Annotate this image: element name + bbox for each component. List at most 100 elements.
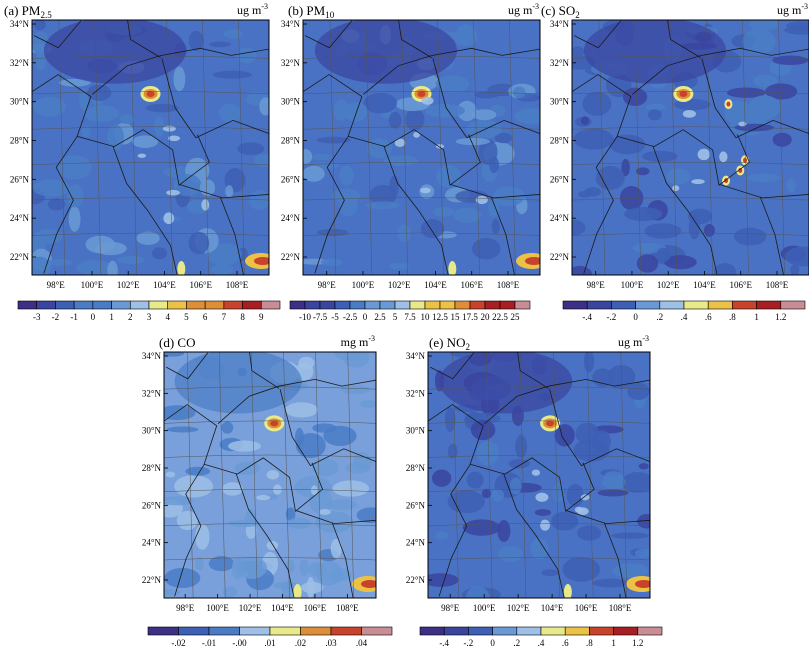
- field-patch: [210, 264, 234, 275]
- field-patch: [457, 100, 477, 122]
- field-patch: [435, 144, 445, 149]
- panel-unit: mg m-3: [341, 334, 375, 349]
- field-patch: [365, 201, 400, 210]
- field-patch: [494, 133, 513, 144]
- colorbar-label: 7.5: [404, 312, 416, 322]
- colorbar-box: [409, 300, 426, 310]
- hotspot-core: [726, 101, 731, 107]
- field-patch: [235, 556, 268, 579]
- graticule-lat: [32, 91, 269, 95]
- lon-label: 108°E: [609, 603, 632, 613]
- field-patch: [76, 260, 114, 275]
- field-patch: [273, 484, 282, 495]
- field-patch: [583, 352, 595, 373]
- field-patch: [164, 567, 201, 589]
- field-patch: [173, 66, 186, 92]
- province-boundary: [92, 47, 269, 95]
- field-patch: [513, 86, 526, 99]
- field-patch: [645, 103, 666, 111]
- panel-unit: ug m-3: [508, 2, 539, 17]
- field-patch: [314, 20, 458, 84]
- field-patch: [340, 385, 370, 395]
- graticule-lon: [620, 352, 628, 598]
- lat-label: 34°N: [550, 19, 570, 29]
- colorbar: -10 -7.5 -5 -2.5 0 2.5 5 7.5 10 12.5 15 17.5 20 22.5 2…: [289, 300, 531, 322]
- map-field: [428, 352, 650, 598]
- colorbar-box: [419, 626, 445, 636]
- field-patch: [163, 212, 175, 225]
- colorbar-label: .4: [538, 638, 545, 648]
- hotspot-core: [679, 90, 688, 97]
- lon-label: 104°E: [153, 280, 176, 290]
- field-patch: [470, 419, 496, 441]
- province-boundary: [617, 129, 809, 199]
- lat-label: 22°N: [142, 575, 162, 585]
- hotspot-core: [361, 580, 376, 588]
- province-boundary: [701, 58, 809, 139]
- graticule-lon: [130, 20, 137, 275]
- graticule-lat: [303, 161, 540, 165]
- field-patch: [79, 87, 89, 111]
- field-patch: [195, 524, 210, 550]
- colorbar-box: [260, 300, 281, 310]
- lat-label: 22°N: [10, 252, 30, 262]
- field-patch: [360, 400, 376, 408]
- field-patch: [330, 568, 352, 582]
- field-patch: [388, 111, 402, 129]
- field-patch: [664, 255, 697, 270]
- field-patch: [765, 83, 798, 100]
- field-patch: [173, 173, 202, 197]
- field-patch: [508, 458, 531, 469]
- province-boundary: [161, 58, 269, 139]
- province-boundary: [217, 378, 376, 425]
- colorbar-box: [443, 626, 469, 636]
- colorbar-box: [349, 300, 366, 310]
- province-boundary: [348, 129, 540, 199]
- colorbar-label: 15: [451, 312, 461, 322]
- field-patch: [185, 466, 211, 476]
- field-patch: [515, 434, 528, 459]
- field-patch: [488, 198, 500, 217]
- lat-label: 24°N: [281, 213, 301, 223]
- lat-label: 32°N: [550, 58, 570, 68]
- field-patch: [644, 223, 682, 239]
- field-patch: [790, 264, 800, 275]
- field-patch: [609, 134, 646, 155]
- panel-d: (d) CO mg m-3 34°N 32°N 30°N 28°N 26°N 24°N 22°N…: [142, 334, 393, 648]
- colorbar-box: [223, 300, 243, 310]
- field-patch: [666, 168, 691, 185]
- field-patch: [572, 265, 593, 275]
- field-patch: [236, 47, 257, 64]
- panel-a: (a) PM2.5 ug m-3 34°N 32°N 30°N 28°N 26°N 24°N 2…: [4, 2, 281, 322]
- field-patch: [578, 190, 592, 198]
- colorbar-label: 1: [109, 312, 114, 322]
- field-patch: [497, 519, 511, 542]
- field-patch: [636, 254, 659, 273]
- lon-label: 108°E: [766, 280, 789, 290]
- field-patch: [621, 471, 650, 493]
- panel-unit: ug m-3: [618, 334, 649, 349]
- colorbar-label: -.2: [607, 312, 617, 322]
- panel-unit: ug m-3: [237, 2, 268, 17]
- colorbar-box: [516, 626, 542, 636]
- field-patch: [554, 424, 575, 447]
- field-patch: [166, 189, 180, 196]
- field-patch: [164, 405, 196, 421]
- colorbar-box: [204, 300, 225, 310]
- province-boundary: [574, 20, 622, 49]
- colorbar-label: 7: [222, 312, 227, 322]
- field-patch: [164, 588, 182, 596]
- field-patch: [719, 151, 728, 163]
- lat-label: 34°N: [406, 351, 426, 361]
- plot-frame: [302, 19, 541, 276]
- lat-label: 34°N: [142, 351, 162, 361]
- field-patch: [310, 485, 318, 496]
- province-boundary: [294, 462, 324, 512]
- colorbar-box: [637, 626, 663, 636]
- field-patch: [259, 97, 269, 116]
- lat-label: 22°N: [550, 252, 570, 262]
- field-patch: [535, 492, 549, 502]
- colorbar-label: -3: [33, 312, 41, 322]
- graticule-lon: [186, 352, 194, 598]
- field-patch: [67, 184, 84, 208]
